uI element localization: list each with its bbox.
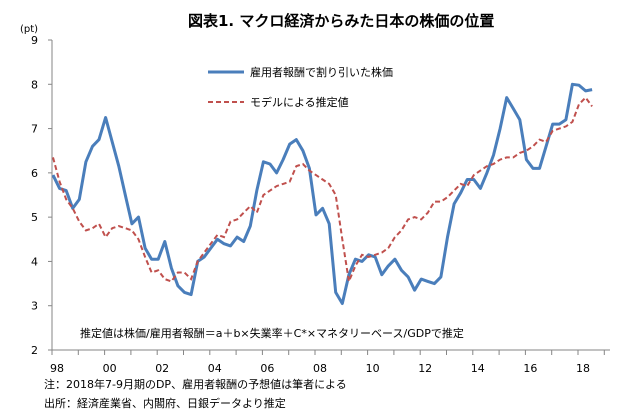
y-tick-label: 6 — [31, 167, 38, 180]
x-tick-label: 14 — [471, 362, 485, 375]
y-tick-label: 2 — [31, 344, 38, 357]
y-tick-label: 8 — [31, 78, 38, 91]
y-axis-unit: (pt) — [20, 24, 39, 35]
x-tick-label: 18 — [576, 362, 590, 375]
x-tick-label: 08 — [313, 362, 327, 375]
x-tick-label: 06 — [260, 362, 274, 375]
chart-title: 図表1. マクロ経済からみた日本の株価の位置 — [188, 12, 495, 30]
x-tick-label: 12 — [418, 362, 432, 375]
formula-annotation: 推定値は株価/雇用者報酬＝a＋b×失業率＋C*×マネタリーベース/GDPで推定 — [80, 327, 464, 340]
x-tick-label: 00 — [103, 362, 117, 375]
x-tick-label: 10 — [366, 362, 380, 375]
y-tick-label: 4 — [31, 255, 38, 268]
footnote: 注：2018年7-9月期のDP、雇用者報酬の予想値は筆者による — [44, 378, 347, 391]
y-tick-label: 5 — [31, 211, 38, 224]
x-tick-label: 16 — [523, 362, 537, 375]
x-tick-label: 04 — [208, 362, 222, 375]
y-tick-label: 9 — [31, 34, 38, 47]
source-note: 出所：経済産業省、内閣府、日銀データより推定 — [44, 397, 286, 410]
legend-label-series2: モデルによる推定値 — [250, 96, 349, 109]
series-line-2 — [52, 96, 593, 286]
x-tick-label: 02 — [155, 362, 169, 375]
y-tick-label: 3 — [31, 300, 38, 313]
legend-label-series1: 雇用者報酬で割り引いた株価 — [250, 66, 393, 79]
x-tick-label: 98 — [50, 362, 64, 375]
y-tick-label: 7 — [31, 123, 38, 136]
series-line-1 — [51, 82, 593, 305]
